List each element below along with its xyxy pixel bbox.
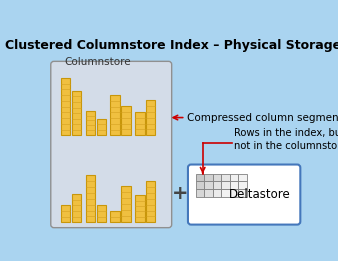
Bar <box>238 189 247 197</box>
Bar <box>111 95 120 135</box>
Bar <box>61 78 70 135</box>
Bar <box>86 175 95 222</box>
Bar <box>146 181 155 222</box>
Bar <box>97 119 106 135</box>
Bar <box>121 106 130 135</box>
FancyBboxPatch shape <box>51 61 172 228</box>
Bar <box>72 91 81 135</box>
Bar <box>213 181 221 189</box>
Bar <box>213 174 221 181</box>
Bar <box>97 205 106 222</box>
Text: Rows in the index, but
not in the columnstore: Rows in the index, but not in the column… <box>235 128 338 151</box>
Text: +: + <box>172 183 189 203</box>
Bar <box>221 189 230 197</box>
Bar <box>221 181 230 189</box>
Bar <box>221 174 230 181</box>
Bar <box>213 189 221 197</box>
Bar <box>238 174 247 181</box>
Bar <box>204 174 213 181</box>
Text: Columnstore: Columnstore <box>64 57 130 67</box>
Bar <box>204 189 213 197</box>
Bar <box>61 205 70 222</box>
Bar <box>146 100 155 135</box>
Bar <box>121 186 130 222</box>
Bar <box>238 181 247 189</box>
Bar <box>72 194 81 222</box>
Bar <box>230 174 238 181</box>
Bar <box>196 181 204 189</box>
Bar <box>196 174 204 181</box>
Bar <box>204 181 213 189</box>
Bar <box>135 112 145 135</box>
Bar <box>196 189 204 197</box>
Bar <box>230 181 238 189</box>
Bar <box>111 211 120 222</box>
Bar <box>230 189 238 197</box>
Bar <box>86 111 95 135</box>
FancyBboxPatch shape <box>188 164 300 224</box>
Text: Compressed column segments: Compressed column segments <box>187 112 338 123</box>
Text: Clustered Columnstore Index – Physical Storage: Clustered Columnstore Index – Physical S… <box>5 39 338 52</box>
Text: Deltastore: Deltastore <box>228 188 290 201</box>
Bar <box>135 195 145 222</box>
